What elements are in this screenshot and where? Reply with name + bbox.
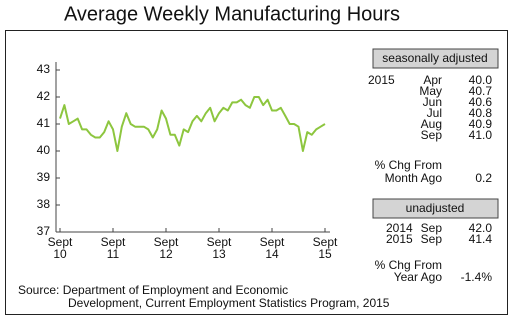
panel-value: 41.4 bbox=[469, 232, 493, 246]
header-box bbox=[372, 48, 499, 69]
panel-month: Sep bbox=[421, 221, 443, 235]
x-tick-label: Sept 10 bbox=[48, 235, 73, 261]
header-box bbox=[372, 198, 499, 219]
y-tick-label: 40 bbox=[37, 143, 51, 157]
panel-header: seasonally adjusted bbox=[382, 51, 487, 65]
x-tick-label: Sept 11 bbox=[101, 235, 126, 261]
change-label: Year Ago bbox=[394, 270, 443, 284]
panel-year: 2015 bbox=[386, 232, 413, 246]
x-tick-label: Sept 14 bbox=[260, 235, 285, 261]
data-line bbox=[59, 96, 326, 152]
panel-value: 40.0 bbox=[469, 73, 493, 87]
change-label: Month Ago bbox=[385, 171, 443, 185]
panel-year: 2015 bbox=[368, 73, 395, 87]
change-label: % Chg From bbox=[375, 258, 442, 272]
x-tick-label: Sept 12 bbox=[154, 235, 179, 261]
panel-value: 40.6 bbox=[469, 95, 493, 109]
y-tick-label: 43 bbox=[37, 62, 51, 76]
panel-month: Aug bbox=[421, 117, 442, 131]
panel-value: 40.8 bbox=[469, 106, 493, 120]
y-tick-label: 41 bbox=[37, 116, 51, 130]
source: Source: Department of Employment and Eco… bbox=[18, 283, 288, 297]
y-tick-label: 42 bbox=[37, 89, 51, 103]
panel-value: 41.0 bbox=[469, 128, 493, 142]
y-tick-label: 37 bbox=[37, 224, 51, 238]
x-tick-label: Sept 13 bbox=[207, 235, 232, 261]
panel-month: Sep bbox=[421, 128, 443, 142]
panel-month: Jul bbox=[427, 106, 442, 120]
y-tick-label: 38 bbox=[37, 197, 51, 211]
y-tick-label: 39 bbox=[37, 170, 51, 184]
x-tick-label: Sept 15 bbox=[313, 235, 338, 261]
panel-month: Apr bbox=[423, 73, 442, 87]
panel-month: Jun bbox=[423, 95, 442, 109]
panel-value: 40.7 bbox=[469, 84, 493, 98]
panel-value: 42.0 bbox=[469, 221, 493, 235]
panel-month: Sep bbox=[421, 232, 443, 246]
panel-month: May bbox=[419, 84, 442, 98]
panel-value: 40.9 bbox=[469, 117, 493, 131]
frame bbox=[5, 30, 508, 315]
change-label: % Chg From bbox=[375, 158, 442, 172]
panel-year: 2014 bbox=[386, 221, 413, 235]
chart-title: Average Weekly Manufacturing Hours bbox=[64, 3, 400, 25]
change-value: 0.2 bbox=[475, 171, 492, 185]
change-value: -1.4% bbox=[461, 270, 493, 284]
panel-header: unadjusted bbox=[406, 201, 465, 215]
source: Development, Current Employment Statisti… bbox=[68, 296, 390, 310]
